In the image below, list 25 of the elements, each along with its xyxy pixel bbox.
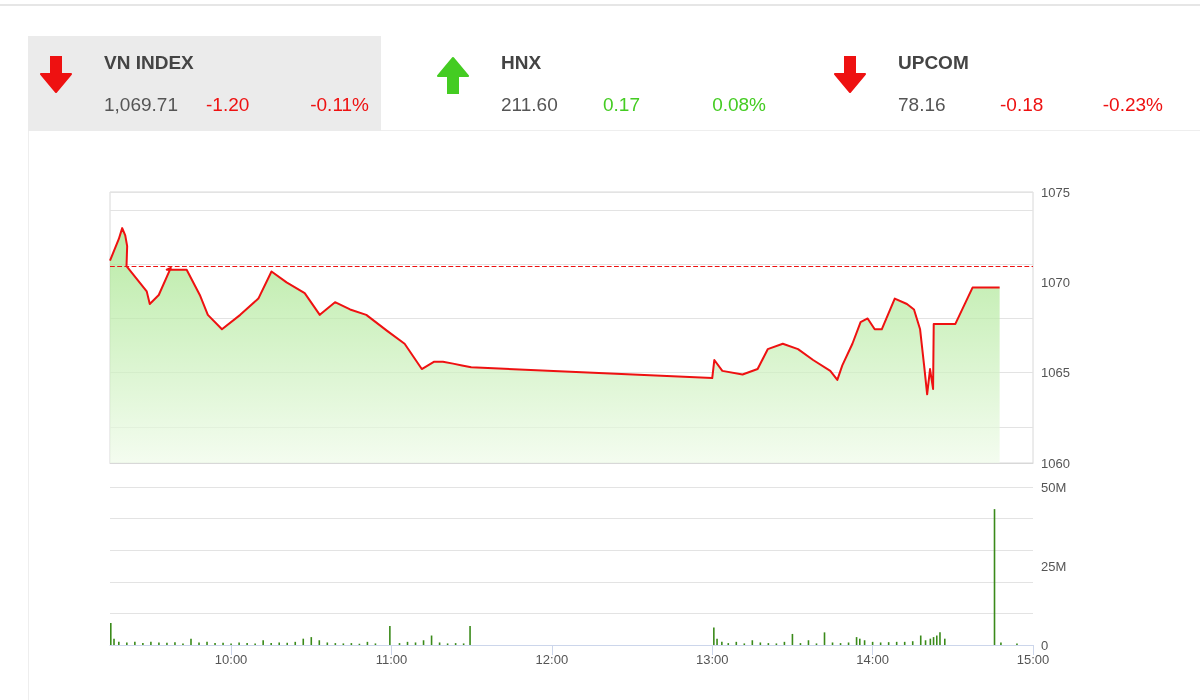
x-tick-label: 14:00 bbox=[856, 652, 889, 667]
text: -1.20 bbox=[206, 94, 250, 116]
text: 0.17 bbox=[603, 94, 640, 116]
text: HNX bbox=[501, 52, 542, 74]
y-tick-label: 1065 bbox=[1041, 365, 1070, 381]
text: VN INDEX bbox=[104, 52, 194, 74]
x-tick-label: 13:00 bbox=[695, 652, 729, 667]
y-tick-label: 1070 bbox=[1041, 274, 1070, 290]
text: -0.23% bbox=[1102, 94, 1163, 116]
text: -0.18 bbox=[1000, 94, 1044, 116]
text: UPCOM bbox=[898, 52, 969, 74]
x-tick-label: 12:00 bbox=[535, 652, 569, 667]
text: 1,069.71 bbox=[104, 94, 178, 116]
y-tick-label: 1060 bbox=[1041, 455, 1070, 471]
y-tick-label: 1075 bbox=[1041, 184, 1070, 200]
x-tick-label: 15:00 bbox=[1016, 652, 1050, 667]
text: -0.11% bbox=[310, 94, 369, 116]
y-tick-label: 25M bbox=[1041, 558, 1067, 574]
y-tick-label: 50M bbox=[1041, 479, 1067, 495]
text: 78.16 bbox=[898, 94, 946, 116]
text: 211.60 bbox=[501, 94, 558, 116]
y-tick-label: 0 bbox=[1041, 637, 1049, 653]
text: 0.08% bbox=[712, 94, 766, 116]
x-tick-label: 11:00 bbox=[375, 652, 408, 667]
x-tick-label: 10:00 bbox=[214, 652, 248, 667]
